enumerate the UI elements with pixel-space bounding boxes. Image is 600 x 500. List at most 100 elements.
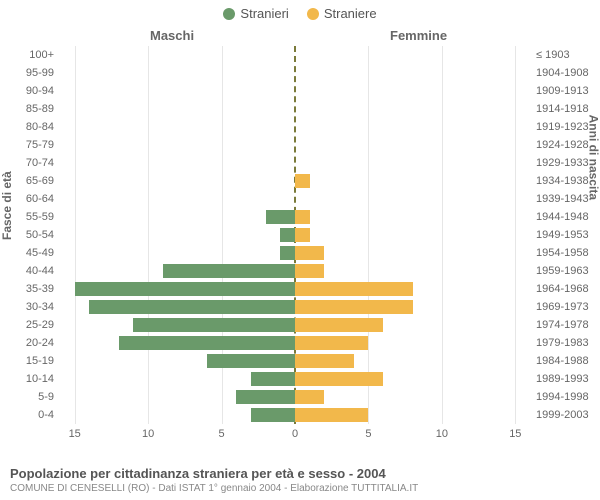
bar-female — [295, 228, 310, 242]
birth-year-label: ≤ 1903 — [530, 46, 570, 64]
table-row: 40-441959-1963 — [60, 262, 530, 280]
bar-male — [133, 318, 295, 332]
table-row: 35-391964-1968 — [60, 280, 530, 298]
age-label: 30-34 — [26, 298, 60, 316]
x-tick-label: 10 — [436, 428, 448, 440]
bar-male — [163, 264, 295, 278]
birth-year-label: 1909-1913 — [530, 82, 589, 100]
age-label: 45-49 — [26, 244, 60, 262]
age-label: 85-89 — [26, 100, 60, 118]
bar-male — [236, 390, 295, 404]
legend-swatch-female — [307, 8, 319, 20]
bar-male — [207, 354, 295, 368]
bar-female — [295, 210, 310, 224]
table-row: 95-991904-1908 — [60, 64, 530, 82]
y-axis-title-left: Fasce di età — [0, 171, 14, 240]
bar-female — [295, 408, 368, 422]
birth-year-label: 1994-1998 — [530, 388, 589, 406]
age-label: 80-84 — [26, 118, 60, 136]
birth-year-label: 1924-1928 — [530, 136, 589, 154]
legend: Stranieri Straniere — [0, 6, 600, 21]
birth-year-label: 1954-1958 — [530, 244, 589, 262]
table-row: 65-691934-1938 — [60, 172, 530, 190]
table-row: 20-241979-1983 — [60, 334, 530, 352]
x-tick-label: 15 — [69, 428, 81, 440]
age-label: 0-4 — [38, 406, 60, 424]
footer-subtitle: COMUNE DI CENESELLI (RO) - Dati ISTAT 1°… — [10, 483, 590, 494]
x-tick-label: 15 — [509, 428, 521, 440]
birth-year-label: 1934-1938 — [530, 172, 589, 190]
bar-female — [295, 336, 368, 350]
x-tick-label: 5 — [219, 428, 225, 440]
population-pyramid-chart: Stranieri Straniere Maschi Femmine Fasce… — [0, 0, 600, 500]
bar-male — [89, 300, 295, 314]
age-label: 15-19 — [26, 352, 60, 370]
bar-female — [295, 264, 324, 278]
birth-year-label: 1999-2003 — [530, 406, 589, 424]
table-row: 70-741929-1933 — [60, 154, 530, 172]
age-label: 20-24 — [26, 334, 60, 352]
bar-male — [119, 336, 295, 350]
birth-year-label: 1984-1988 — [530, 352, 589, 370]
bar-male — [75, 282, 295, 296]
bar-female — [295, 390, 324, 404]
birth-year-label: 1904-1908 — [530, 64, 589, 82]
table-row: 25-291974-1978 — [60, 316, 530, 334]
birth-year-label: 1929-1933 — [530, 154, 589, 172]
age-label: 90-94 — [26, 82, 60, 100]
age-label: 10-14 — [26, 370, 60, 388]
age-label: 100+ — [29, 46, 60, 64]
table-row: 45-491954-1958 — [60, 244, 530, 262]
x-axis: 15 10 5 0 5 10 15 — [60, 424, 530, 446]
age-label: 40-44 — [26, 262, 60, 280]
bar-male — [251, 372, 295, 386]
age-label: 70-74 — [26, 154, 60, 172]
table-row: 55-591944-1948 — [60, 208, 530, 226]
birth-year-label: 1974-1978 — [530, 316, 589, 334]
bar-female — [295, 300, 413, 314]
table-row: 0-41999-2003 — [60, 406, 530, 424]
table-row: 50-541949-1953 — [60, 226, 530, 244]
bar-female — [295, 354, 354, 368]
age-label: 50-54 — [26, 226, 60, 244]
age-label: 60-64 — [26, 190, 60, 208]
age-label: 5-9 — [38, 388, 60, 406]
table-row: 10-141989-1993 — [60, 370, 530, 388]
age-label: 55-59 — [26, 208, 60, 226]
table-row: 100+≤ 1903 — [60, 46, 530, 64]
bar-rows: 100+≤ 190395-991904-190890-941909-191385… — [60, 46, 530, 424]
x-tick-label: 0 — [292, 428, 298, 440]
bar-male — [280, 246, 295, 260]
birth-year-label: 1979-1983 — [530, 334, 589, 352]
birth-year-label: 1914-1918 — [530, 100, 589, 118]
bar-male — [280, 228, 295, 242]
bar-female — [295, 174, 310, 188]
age-label: 35-39 — [26, 280, 60, 298]
x-tick-label: 10 — [142, 428, 154, 440]
age-label: 25-29 — [26, 316, 60, 334]
plot-area: 100+≤ 190395-991904-190890-941909-191385… — [60, 46, 530, 446]
legend-item-female: Straniere — [307, 6, 377, 21]
legend-swatch-male — [223, 8, 235, 20]
birth-year-label: 1939-1943 — [530, 190, 589, 208]
bar-female — [295, 246, 324, 260]
x-tick-label: 5 — [365, 428, 371, 440]
age-label: 65-69 — [26, 172, 60, 190]
birth-year-label: 1959-1963 — [530, 262, 589, 280]
table-row: 30-341969-1973 — [60, 298, 530, 316]
table-row: 75-791924-1928 — [60, 136, 530, 154]
table-row: 60-641939-1943 — [60, 190, 530, 208]
birth-year-label: 1969-1973 — [530, 298, 589, 316]
bar-male — [266, 210, 295, 224]
table-row: 5-91994-1998 — [60, 388, 530, 406]
legend-item-male: Stranieri — [223, 6, 288, 21]
table-row: 90-941909-1913 — [60, 82, 530, 100]
footer-title: Popolazione per cittadinanza straniera p… — [10, 466, 590, 481]
birth-year-label: 1919-1923 — [530, 118, 589, 136]
bar-male — [251, 408, 295, 422]
column-header-male: Maschi — [150, 28, 194, 43]
birth-year-label: 1964-1968 — [530, 280, 589, 298]
birth-year-label: 1989-1993 — [530, 370, 589, 388]
bar-female — [295, 318, 383, 332]
bar-female — [295, 282, 413, 296]
